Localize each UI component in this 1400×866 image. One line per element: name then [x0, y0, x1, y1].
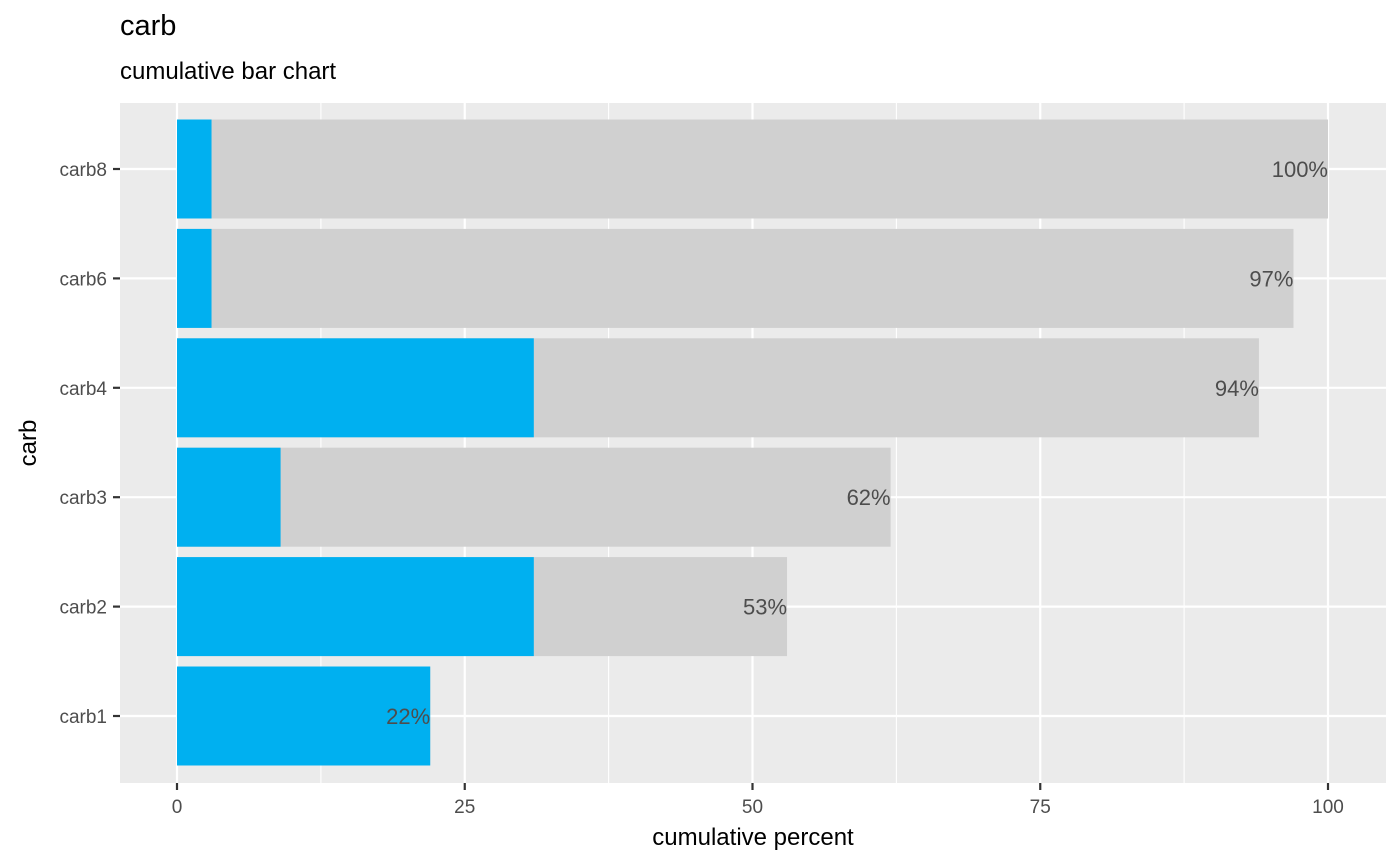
cumulative-bar-carb3 [177, 447, 891, 547]
chart-title: carb [120, 10, 177, 42]
data-label-carb2: 53% [743, 595, 787, 620]
individual-bar-carb3 [177, 447, 281, 547]
cumulative-bar-carb8 [177, 119, 1328, 219]
individual-bar-carb8 [177, 119, 212, 219]
y-tick-label-carb3: carb3 [59, 488, 107, 509]
data-label-carb8: 100% [1272, 157, 1328, 182]
y-axis-title: carb [15, 420, 42, 467]
data-label-carb6: 97% [1249, 266, 1293, 291]
y-tick-label-carb4: carb4 [59, 379, 107, 400]
y-tick-label-carb1: carb1 [59, 707, 107, 728]
x-tick-label-25: 25 [454, 797, 475, 818]
x-tick-label-100: 100 [1312, 797, 1344, 818]
data-label-carb3: 62% [847, 485, 891, 510]
individual-bar-carb2 [177, 557, 534, 657]
individual-bar-carb1 [177, 666, 431, 766]
x-axis-title: cumulative percent [652, 824, 854, 851]
y-tick-label-carb2: carb2 [59, 598, 107, 619]
data-labels: 22% 53% 62% 94% 97% 100% [386, 157, 1328, 729]
x-tick-label-0: 0 [172, 797, 183, 818]
cumulative-bar-carb6 [177, 228, 1294, 328]
bars [177, 119, 1328, 766]
individual-bar-carb4 [177, 338, 534, 438]
axes: carb1 carb2 carb3 carb4 carb6 carb8 0 25 50 75 100 [59, 160, 1343, 818]
data-label-carb4: 94% [1215, 376, 1259, 401]
x-tick-label-50: 50 [742, 797, 763, 818]
chart-subtitle: cumulative bar chart [120, 58, 337, 85]
individual-bar-carb6 [177, 228, 212, 328]
x-tick-label-75: 75 [1030, 797, 1051, 818]
y-tick-label-carb8: carb8 [59, 160, 107, 181]
data-label-carb1: 22% [386, 704, 430, 729]
y-tick-label-carb6: carb6 [59, 269, 107, 290]
